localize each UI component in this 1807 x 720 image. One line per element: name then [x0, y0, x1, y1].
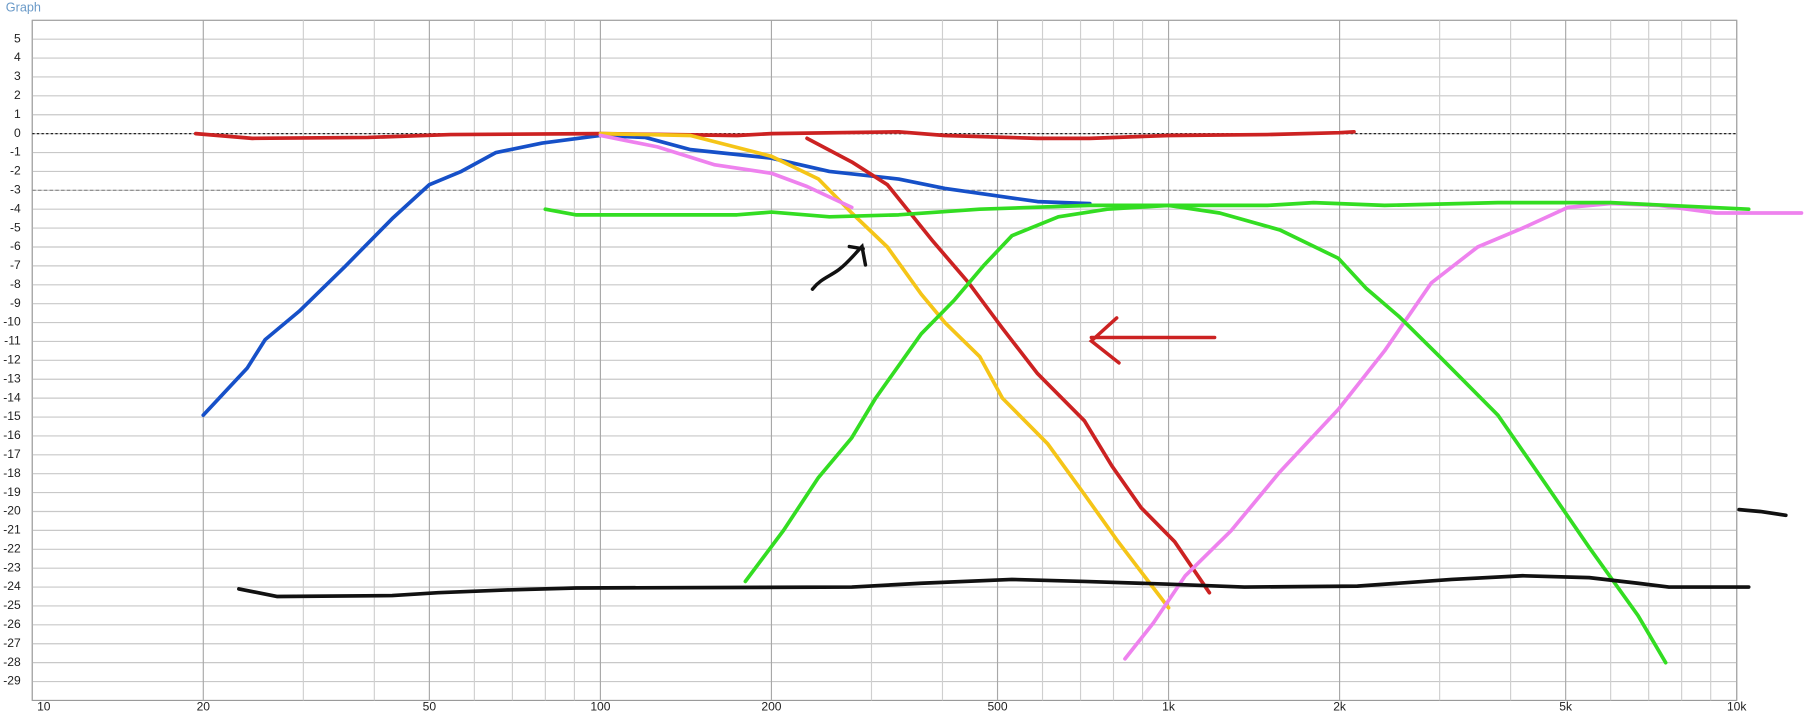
y-tick-label: -27: [3, 636, 21, 650]
y-tick-label: -26: [3, 617, 21, 631]
x-tick-label: 50: [423, 700, 437, 714]
response-line: [805, 136, 1212, 595]
response-line: [1737, 507, 1788, 518]
response-line: [193, 129, 1356, 141]
y-tick-label: -29: [3, 674, 21, 688]
y-tick-label: -14: [3, 390, 21, 404]
annotations: [810, 242, 1217, 365]
y-tick-label: -10: [3, 315, 21, 329]
y-tick-label: -2: [10, 164, 21, 178]
y-tick-label: -4: [10, 201, 21, 215]
y-tick-label: -8: [10, 277, 21, 291]
y-tick-label: 1: [14, 107, 21, 121]
y-tick-label: -1: [10, 145, 21, 159]
y-tick-label: 2: [14, 88, 21, 102]
x-tick-label: 20: [197, 700, 211, 714]
y-tick-label: -21: [3, 523, 21, 537]
y-tick-label: -28: [3, 655, 21, 669]
y-tick-label: -13: [3, 371, 21, 385]
x-tick-label: 500: [987, 700, 1007, 714]
y-tick-label: -25: [3, 598, 21, 612]
y-tick-label: -15: [3, 409, 21, 423]
lines: [193, 129, 1804, 665]
y-tick-label: -16: [3, 428, 21, 442]
x-tick-label: 5k: [1559, 700, 1573, 714]
y-tick-label: -24: [3, 579, 21, 593]
y-tick-label: -20: [3, 504, 21, 518]
y-tick-label: -5: [10, 220, 21, 234]
y-tick-label: -22: [3, 541, 21, 555]
response-line: [201, 133, 1092, 418]
y-tick-label: -12: [3, 353, 21, 367]
x-tick-label: 10k: [1727, 700, 1747, 714]
x-tick-label: 100: [590, 700, 610, 714]
response-line: [743, 203, 1171, 584]
response-line: [543, 200, 1751, 219]
y-tick-label: -11: [4, 334, 21, 348]
y-tick-label: -9: [10, 296, 21, 310]
x-tick-label: 2k: [1333, 700, 1347, 714]
y-tick-label: 3: [14, 69, 21, 83]
y-tick-label: -6: [10, 239, 21, 253]
y-tick-label: -18: [3, 466, 21, 480]
y-tick-label: 4: [14, 50, 21, 64]
y-tick-label: 0: [14, 126, 21, 140]
hand-drawn-arrow: [810, 242, 868, 291]
grid: 543210-1-2-3-4-5-6-7-8-9-10-11-12-13-14-…: [3, 19, 1747, 714]
response-line: [1166, 203, 1668, 665]
y-tick-label: -23: [3, 560, 21, 574]
response-line: [1123, 201, 1804, 661]
y-tick-label: -7: [10, 258, 21, 272]
response-line: [598, 133, 854, 210]
y-tick-label: 5: [14, 31, 21, 45]
y-tick-label: -17: [3, 447, 21, 461]
x-tick-label: 10: [37, 700, 51, 714]
response-line: [598, 131, 1171, 610]
chart-title: Graph: [6, 0, 41, 14]
x-tick-label: 200: [761, 700, 781, 714]
response-line: [237, 573, 1751, 599]
hand-drawn-arrow: [1088, 316, 1217, 365]
x-tick-label: 1k: [1162, 700, 1176, 714]
y-tick-label: -19: [3, 485, 21, 499]
y-tick-label: -3: [10, 182, 21, 196]
